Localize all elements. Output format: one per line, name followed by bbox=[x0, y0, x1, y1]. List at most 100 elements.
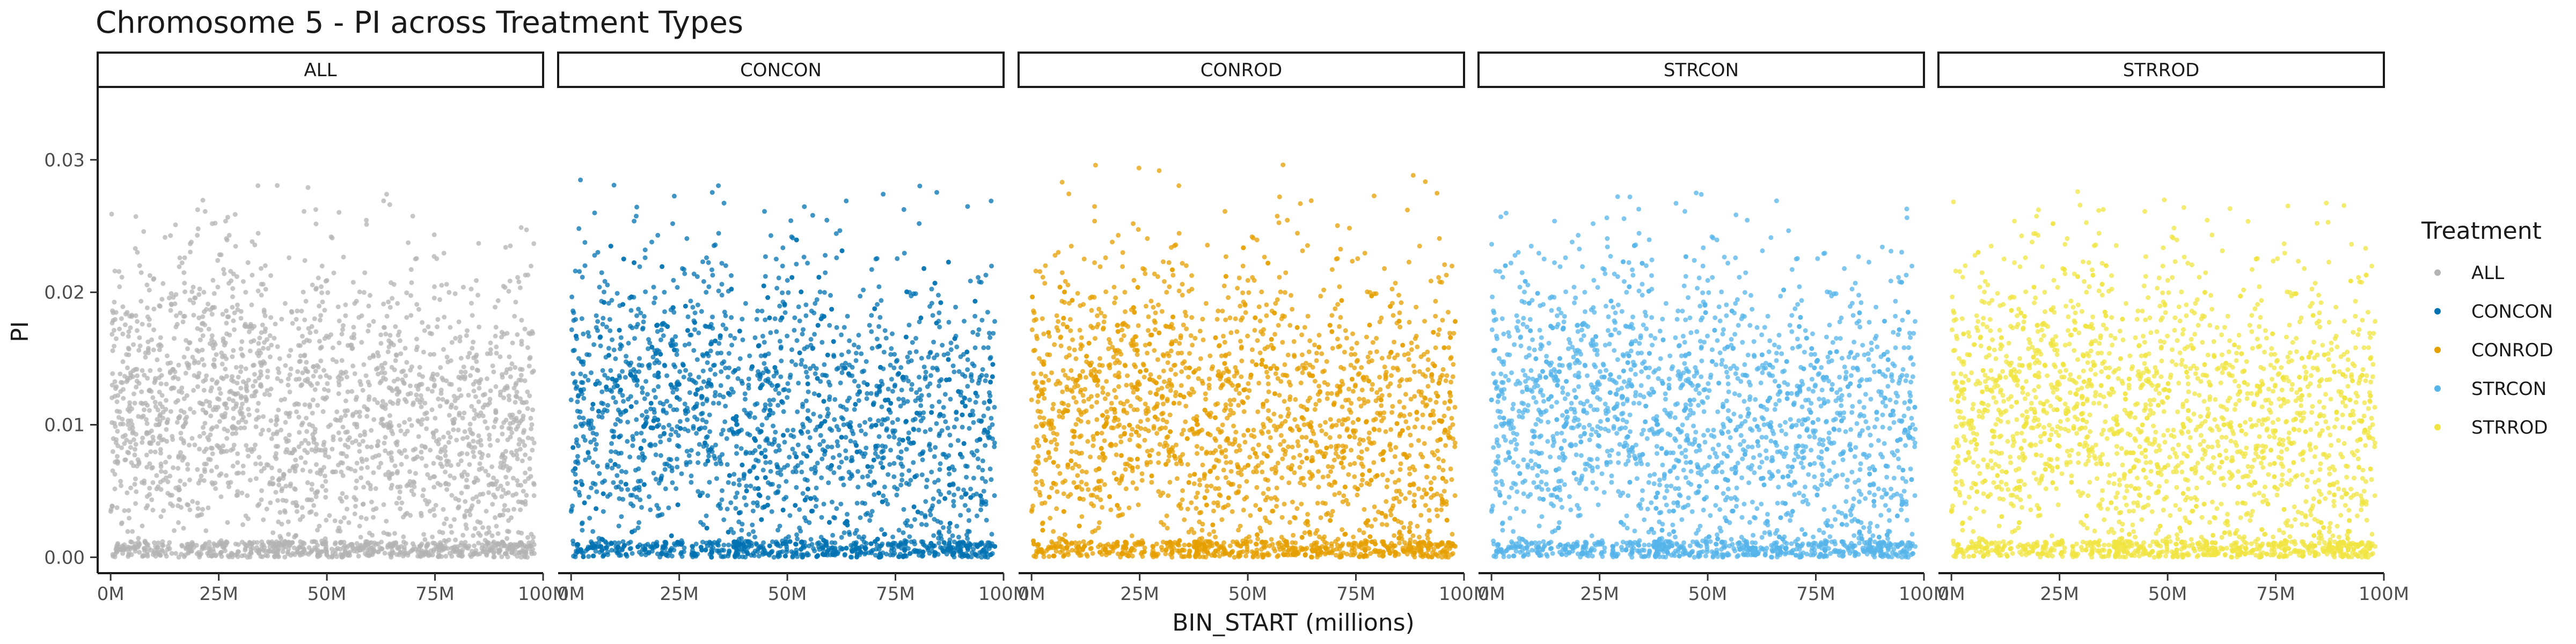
data-point bbox=[317, 339, 322, 344]
data-point bbox=[970, 412, 976, 418]
data-point bbox=[463, 499, 468, 504]
data-point bbox=[112, 472, 118, 477]
data-point bbox=[987, 393, 993, 399]
data-point bbox=[422, 328, 427, 333]
data-point bbox=[631, 503, 636, 508]
data-point bbox=[742, 391, 748, 397]
data-point bbox=[258, 383, 263, 388]
data-point bbox=[605, 465, 610, 470]
data-point bbox=[229, 377, 235, 383]
data-point bbox=[325, 290, 331, 295]
data-point bbox=[200, 425, 206, 430]
data-point bbox=[582, 374, 588, 379]
data-point bbox=[394, 442, 400, 448]
data-point bbox=[192, 361, 197, 365]
data-point bbox=[491, 539, 496, 545]
data-point bbox=[778, 346, 784, 351]
data-point bbox=[845, 398, 850, 404]
data-point bbox=[442, 543, 448, 548]
data-point bbox=[936, 499, 941, 504]
data-point bbox=[310, 397, 316, 402]
data-point bbox=[192, 442, 197, 448]
data-point bbox=[640, 385, 645, 391]
data-point bbox=[135, 250, 140, 255]
data-point bbox=[419, 513, 424, 518]
data-point bbox=[229, 551, 234, 556]
data-point bbox=[330, 357, 335, 362]
data-point bbox=[581, 396, 587, 401]
data-point bbox=[144, 452, 149, 458]
data-point bbox=[133, 476, 138, 481]
data-point bbox=[809, 541, 815, 547]
data-point bbox=[183, 370, 188, 376]
data-point bbox=[397, 489, 402, 495]
data-point bbox=[274, 456, 279, 462]
facet-strip-label: ALL bbox=[304, 60, 336, 81]
data-point bbox=[875, 302, 880, 307]
data-point bbox=[500, 372, 504, 377]
data-point bbox=[869, 329, 874, 334]
data-point bbox=[200, 314, 206, 319]
data-point bbox=[734, 422, 739, 427]
data-point bbox=[746, 376, 751, 382]
data-point bbox=[896, 397, 902, 401]
data-point bbox=[151, 347, 156, 353]
data-point bbox=[370, 532, 375, 538]
data-point bbox=[214, 424, 219, 429]
data-point bbox=[120, 359, 126, 364]
data-point bbox=[323, 488, 328, 493]
data-point bbox=[639, 552, 644, 557]
data-point bbox=[518, 507, 523, 513]
data-point bbox=[154, 473, 159, 478]
data-point bbox=[120, 551, 126, 556]
data-point bbox=[359, 456, 364, 462]
data-point bbox=[777, 339, 782, 344]
data-point bbox=[850, 458, 855, 463]
data-point bbox=[354, 460, 360, 466]
data-point bbox=[157, 390, 162, 395]
data-point bbox=[209, 468, 214, 473]
data-point bbox=[369, 500, 374, 504]
data-point bbox=[605, 282, 610, 288]
data-point bbox=[200, 357, 205, 362]
data-point bbox=[132, 481, 137, 487]
data-point bbox=[518, 447, 523, 452]
data-point bbox=[503, 551, 508, 557]
data-point bbox=[719, 461, 724, 466]
data-point bbox=[731, 481, 736, 486]
data-point bbox=[501, 487, 506, 493]
data-point bbox=[636, 455, 642, 460]
data-point bbox=[239, 352, 245, 357]
data-point bbox=[133, 447, 137, 452]
data-point bbox=[735, 552, 741, 557]
data-point bbox=[853, 350, 859, 356]
data-point bbox=[700, 352, 705, 357]
data-point bbox=[421, 532, 427, 537]
data-point bbox=[983, 273, 989, 278]
data-point bbox=[527, 456, 532, 461]
data-point bbox=[406, 240, 411, 245]
data-point bbox=[402, 397, 407, 402]
data-point bbox=[195, 207, 200, 213]
data-point bbox=[469, 404, 474, 409]
data-point bbox=[528, 415, 533, 421]
data-point bbox=[569, 294, 575, 299]
data-point bbox=[153, 422, 159, 428]
data-point bbox=[318, 317, 323, 323]
data-point bbox=[743, 301, 748, 306]
data-point bbox=[762, 209, 767, 214]
data-point bbox=[518, 482, 523, 488]
data-point bbox=[169, 302, 174, 308]
data-point bbox=[147, 273, 152, 278]
data-point bbox=[936, 383, 941, 389]
data-point bbox=[755, 308, 760, 313]
data-point bbox=[386, 532, 392, 537]
data-point bbox=[309, 447, 314, 452]
data-point bbox=[486, 540, 492, 546]
data-point bbox=[257, 501, 262, 507]
data-point bbox=[652, 409, 657, 415]
data-point bbox=[469, 301, 474, 306]
data-point bbox=[719, 497, 724, 502]
data-point bbox=[489, 464, 495, 470]
data-point bbox=[164, 554, 169, 559]
